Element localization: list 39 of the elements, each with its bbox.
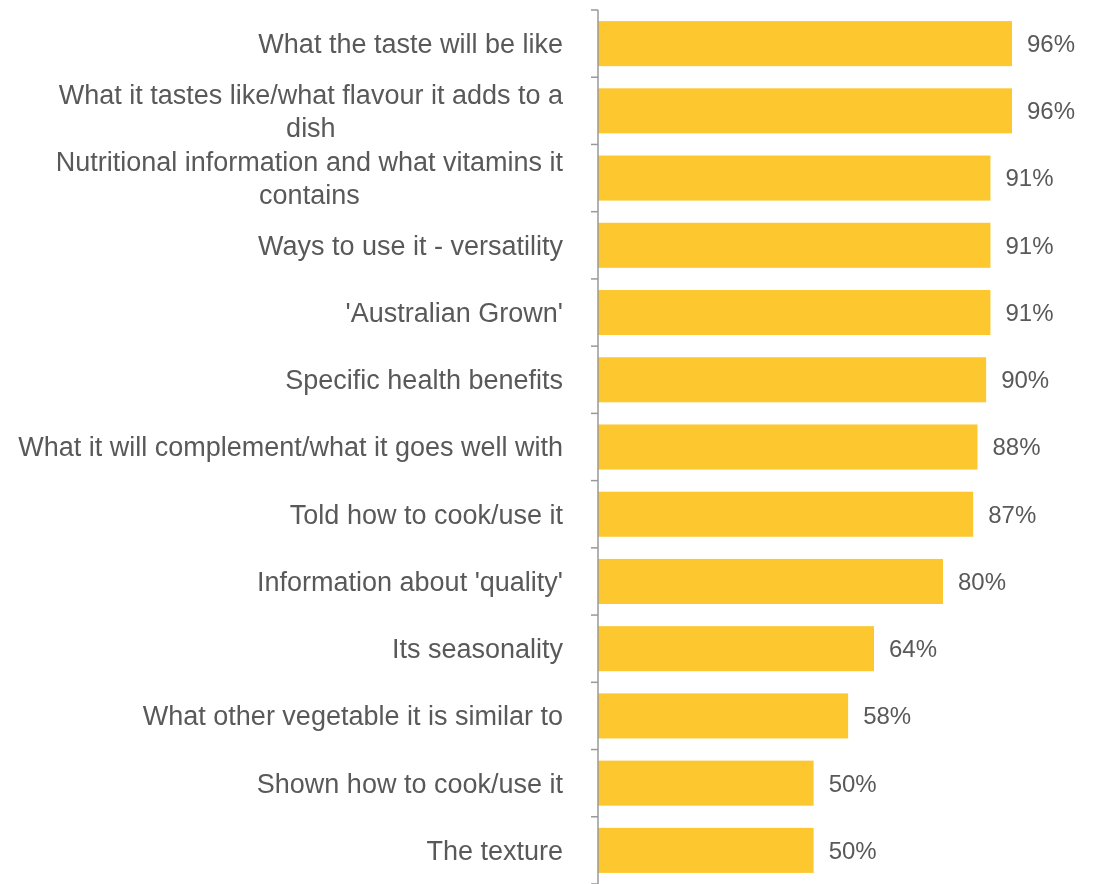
bar bbox=[598, 827, 814, 873]
data-label: 90% bbox=[1001, 366, 1050, 394]
bar bbox=[598, 693, 849, 739]
y-tick-label: Specific health benefits bbox=[285, 365, 563, 396]
bar bbox=[598, 88, 1012, 134]
data-label: 91% bbox=[1005, 231, 1054, 259]
bar bbox=[598, 290, 991, 336]
y-tick-label: Information about 'quality' bbox=[257, 566, 563, 597]
data-label: 50% bbox=[828, 836, 877, 864]
data-label: 96% bbox=[1027, 97, 1076, 125]
data-label: 91% bbox=[1005, 298, 1054, 326]
bar bbox=[598, 558, 943, 604]
bar bbox=[598, 357, 987, 403]
bar bbox=[598, 760, 814, 806]
bar bbox=[598, 222, 991, 268]
bar bbox=[598, 424, 978, 470]
y-tick-label: What other vegetable it is similar to bbox=[142, 701, 563, 732]
y-tick-label: What the taste will be like bbox=[258, 29, 563, 60]
bar bbox=[598, 491, 974, 537]
bar bbox=[598, 626, 874, 672]
data-label: 80% bbox=[958, 567, 1007, 595]
y-tick-label: Its seasonality bbox=[391, 634, 564, 665]
y-tick-label: Told how to cook/use it bbox=[289, 499, 564, 530]
y-tick-label: Nutritional information and what vitamins it contains bbox=[55, 147, 564, 211]
bar bbox=[598, 155, 991, 201]
data-label: 91% bbox=[1005, 164, 1054, 192]
y-tick-label: The texture bbox=[426, 835, 563, 866]
data-label: 64% bbox=[889, 635, 938, 663]
data-label: 58% bbox=[863, 702, 912, 730]
data-label: 50% bbox=[828, 769, 877, 797]
y-tick-label: Ways to use it - versatility bbox=[257, 230, 564, 261]
data-label: 96% bbox=[1027, 30, 1076, 58]
y-tick-label: What it tastes like/what flavour it adds to a dish bbox=[58, 79, 564, 143]
y-tick-label: What it will complement/what it goes well with bbox=[18, 432, 563, 463]
y-tick-label: Shown how to cook/use it bbox=[256, 768, 564, 799]
data-label: 87% bbox=[988, 500, 1037, 528]
data-label: 88% bbox=[992, 433, 1041, 461]
y-tick-label: 'Australian Grown' bbox=[345, 297, 563, 328]
bar bbox=[598, 21, 1012, 67]
